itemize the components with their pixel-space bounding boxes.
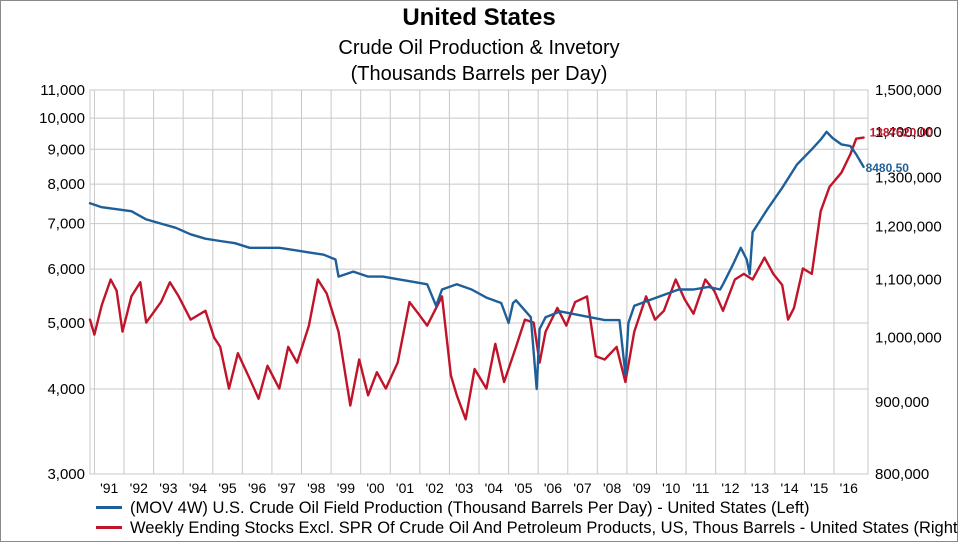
legend-entry-production: (MOV 4W) U.S. Crude Oil Field Production… [96,498,958,518]
x-tick-label: '99 [337,480,355,496]
x-tick-label: '00 [366,480,384,496]
y-right-tick-label: 800,000 [875,466,929,483]
legend-label-production: (MOV 4W) U.S. Crude Oil Field Production… [130,499,810,517]
series-line-production [88,130,865,391]
y-right-tick-label: 1,000,000 [875,330,942,347]
x-tick-label: '98 [307,480,325,496]
x-tick-label: '92 [130,480,148,496]
y-left-tick-label: 3,000 [47,466,85,483]
x-tick-label: '08 [603,480,621,496]
y-left-tick-label: 10,000 [39,110,85,127]
x-tick-label: '95 [218,480,236,496]
x-tick-label: '10 [662,480,680,496]
x-tick-label: '11 [692,480,709,496]
x-tick-label: '94 [189,480,207,496]
y-right-tick-label: 1,400,000 [875,124,942,141]
x-tick-label: '15 [810,480,828,496]
y-right-tick-label: 900,000 [875,394,929,411]
x-tick-label: '13 [751,480,769,496]
y-left-tick-label: 11,000 [40,82,85,99]
x-tick-label: '14 [780,480,798,496]
stocks-last-value-label: 1387620.00 [870,126,934,140]
y-left-tick-label: 7,000 [47,216,85,233]
x-tick-label: '93 [159,480,177,496]
x-tick-label: '91 [100,480,118,496]
chart-subtitle-line-2: (Thousands Barrels per Day) [350,63,608,85]
x-tick-label: '16 [840,480,858,496]
y-left-tick-label: 6,000 [47,261,85,278]
x-tick-label: '01 [396,480,414,496]
y-right-tick-label: 1,200,000 [875,218,942,235]
y-left-tick-label: 5,000 [47,315,85,332]
y-right-tick-label: 1,500,000 [875,82,942,99]
x-tick-label: '12 [721,480,739,496]
legend-swatch-production [96,506,122,510]
plot-area-border [89,89,869,475]
x-tick-label: '97 [278,480,296,496]
chart-title: United States [402,4,556,31]
legend-label-stocks: Weekly Ending Stocks Excl. SPR Of Crude … [130,519,958,537]
series-line-stocks [88,136,865,421]
y-left-tick-label: 8,000 [47,176,85,193]
legend-entry-stocks: Weekly Ending Stocks Excl. SPR Of Crude … [96,518,958,538]
x-tick-label: '03 [455,480,473,496]
y-right-tick-label: 1,100,000 [875,271,942,288]
x-tick-label: '02 [426,480,444,496]
x-tick-label: '04 [485,480,503,496]
x-tick-label: '06 [544,480,562,496]
y-left-tick-label: 9,000 [47,141,85,158]
legend-swatch-stocks [96,526,122,530]
chart-subtitle-line-1: Crude Oil Production & Invetory [338,37,620,59]
production-last-value-label: 8480.50 [866,161,910,175]
x-tick-label: '05 [514,480,532,496]
y-right-tick-label: 1,300,000 [875,169,942,186]
x-tick-label: '09 [633,480,651,496]
y-left-tick-label: 4,000 [47,381,85,398]
x-tick-label: '96 [248,480,266,496]
x-tick-label: '07 [573,480,591,496]
